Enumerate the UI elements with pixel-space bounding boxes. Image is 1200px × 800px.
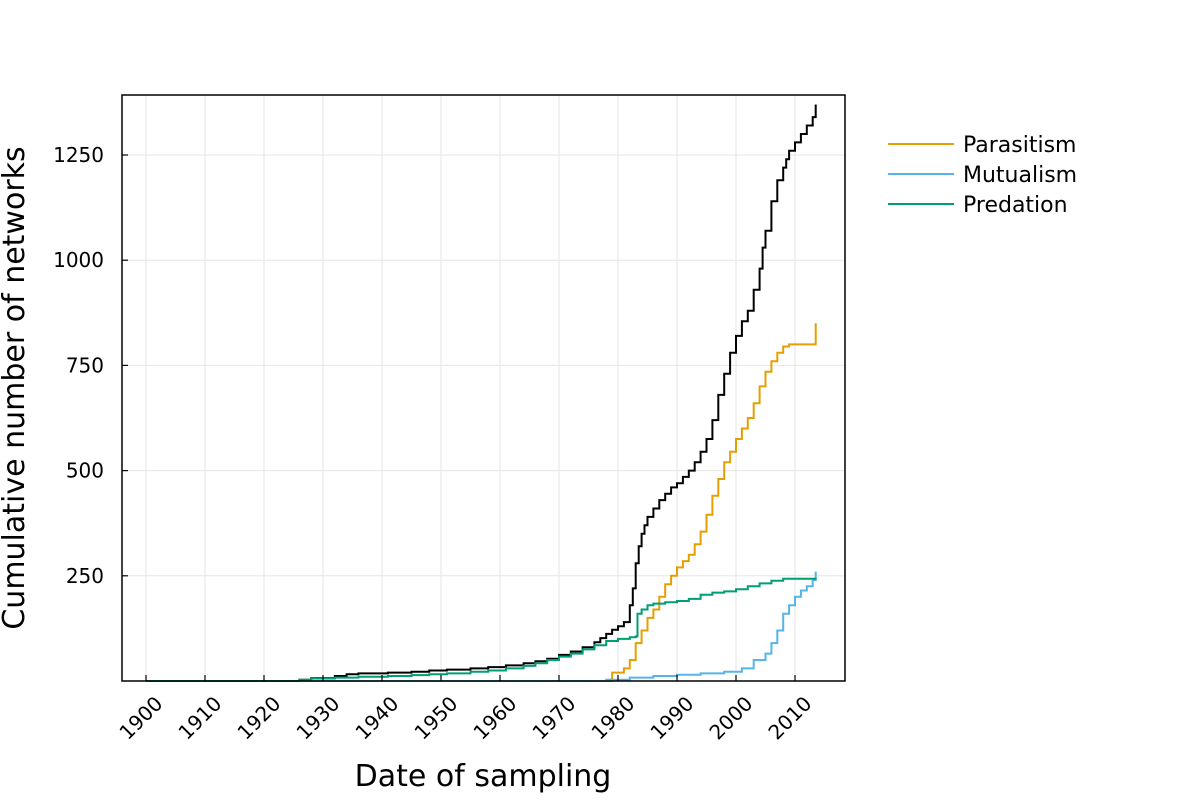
- x-tick-label: 2010: [763, 691, 816, 744]
- grid: [122, 95, 845, 681]
- x-tick-label: 2000: [704, 691, 757, 744]
- total-line: [146, 104, 817, 682]
- x-tick-label: 1970: [527, 691, 580, 744]
- y-tick-label: 250: [66, 564, 104, 588]
- mutualism-line: [146, 571, 817, 682]
- y-tick-label: 750: [66, 353, 104, 377]
- x-tick-label: 1940: [350, 691, 403, 744]
- series-layer: [146, 104, 817, 682]
- y-tick-label: 500: [66, 459, 104, 483]
- y-tick-label: 1250: [53, 143, 104, 167]
- x-axis-title: Date of sampling: [355, 759, 612, 794]
- x-tick-label: 1980: [586, 691, 639, 744]
- parasitism-line: [146, 323, 817, 682]
- legend-label: Mutualism: [963, 163, 1077, 188]
- predation-line: [146, 577, 817, 682]
- x-tick-label: 1930: [291, 691, 344, 744]
- ticks: 1900 1910 1920 1930 1940 1950 1960 1970 1980 1990…: [53, 143, 816, 744]
- legend-label: Predation: [963, 193, 1068, 218]
- x-tick-label: 1950: [409, 691, 462, 744]
- x-tick-label: 1990: [645, 691, 698, 744]
- x-tick-label: 1920: [232, 691, 285, 744]
- x-tick-label: 1910: [173, 691, 226, 744]
- legend-label: Parasitism: [963, 133, 1077, 158]
- y-tick-label: 1000: [53, 248, 104, 272]
- x-tick-label: 1960: [468, 691, 521, 744]
- plot-frame: [121, 94, 846, 682]
- y-axis-title: Cumulative number of networks: [0, 146, 32, 629]
- x-tick-label: 1900: [114, 691, 167, 744]
- legend: Parasitism Mutualism Predation: [888, 133, 1077, 218]
